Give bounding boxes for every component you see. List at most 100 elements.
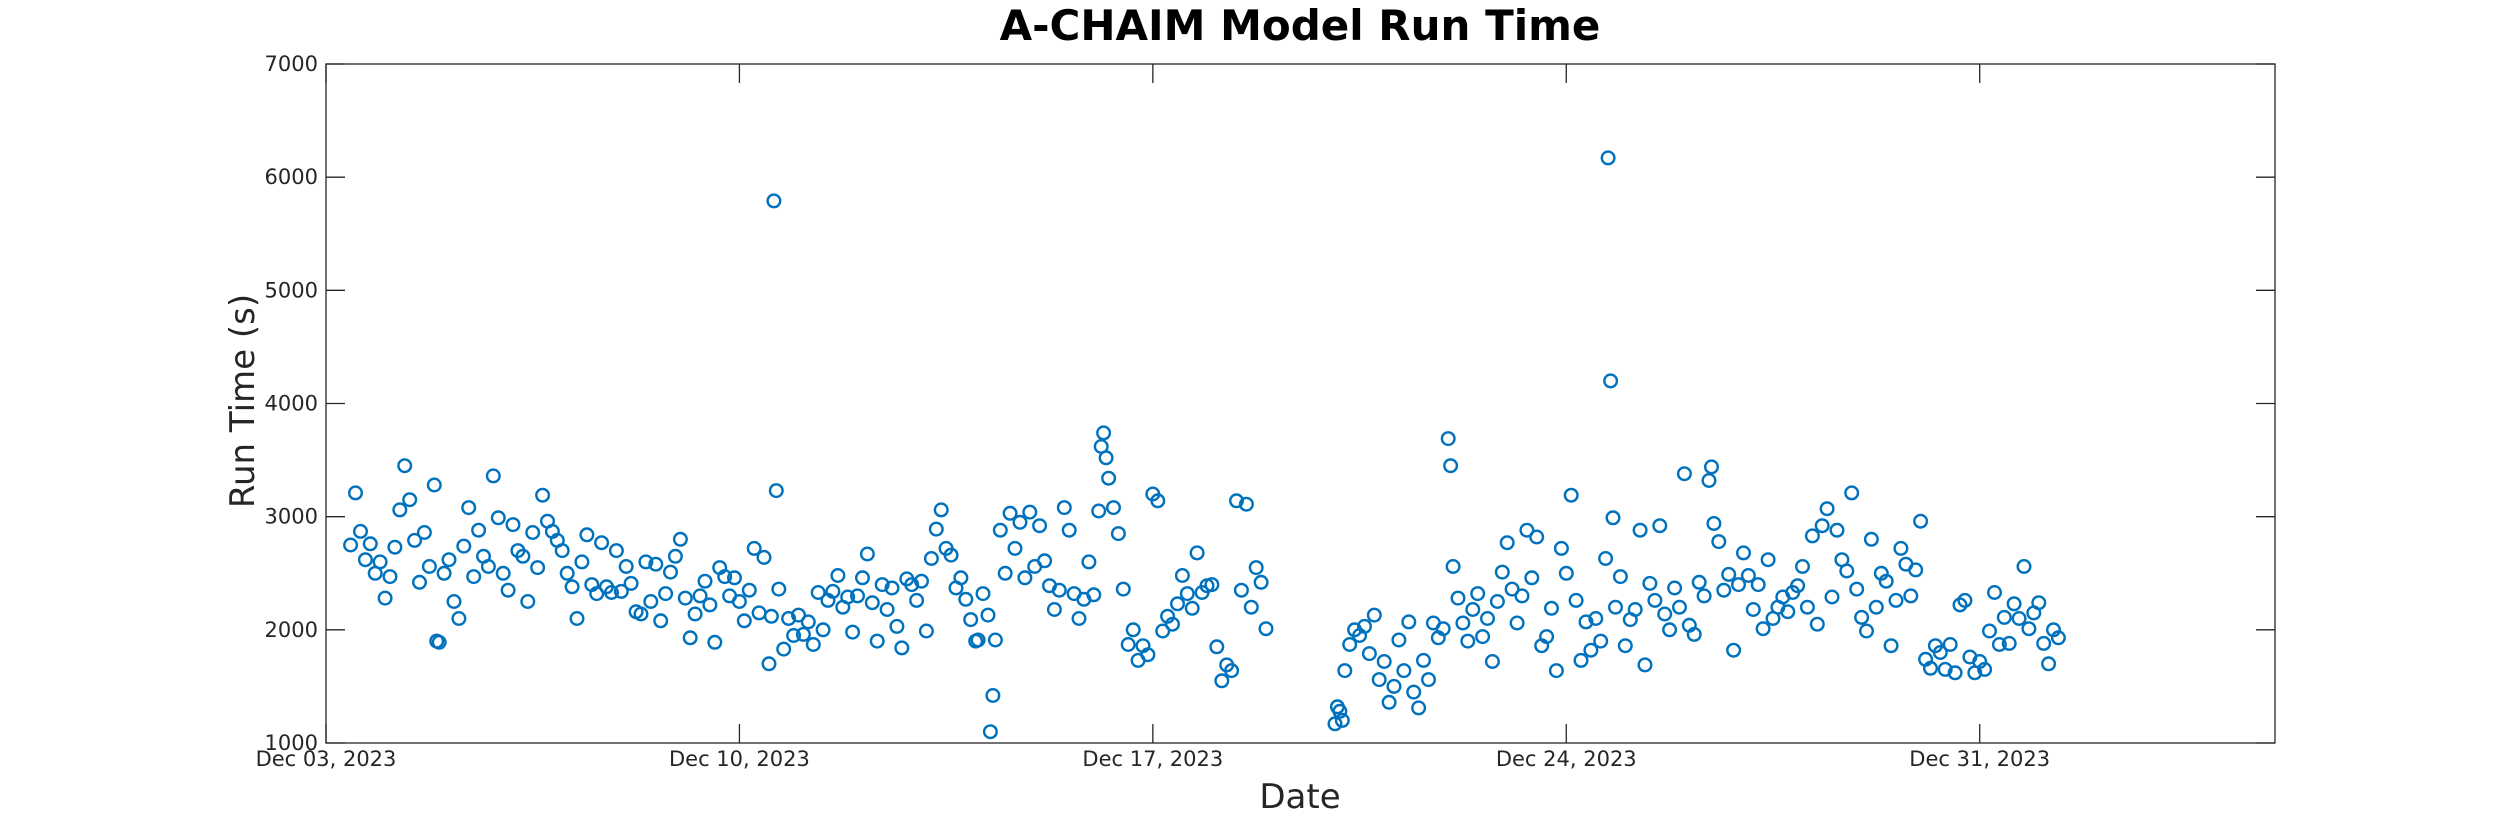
data-point xyxy=(667,548,683,564)
data-point xyxy=(500,582,516,598)
data-point xyxy=(466,569,482,585)
data-point xyxy=(1858,623,1874,639)
data-point xyxy=(975,586,991,602)
data-point xyxy=(795,626,811,642)
data-point xyxy=(970,632,986,648)
x-tick-label: Dec 17, 2023 xyxy=(1082,747,1223,771)
data-point xyxy=(1086,587,1102,603)
data-point xyxy=(1499,535,1515,551)
data-point xyxy=(1334,712,1350,728)
data-point xyxy=(1529,529,1545,545)
data-point xyxy=(1573,652,1589,668)
data-point xyxy=(353,523,369,539)
data-point xyxy=(1051,582,1067,598)
data-point xyxy=(1420,672,1436,688)
data-point xyxy=(1046,602,1062,618)
data-point xyxy=(1140,647,1156,663)
data-point xyxy=(741,582,757,598)
data-point xyxy=(1908,562,1924,578)
data-point xyxy=(1568,592,1584,608)
data-point xyxy=(987,632,1003,648)
data-point xyxy=(1824,589,1840,605)
data-point xyxy=(1543,600,1559,616)
data-point xyxy=(1174,568,1190,584)
data-point xyxy=(1632,522,1648,538)
data-point xyxy=(1342,637,1358,653)
data-point xyxy=(2031,595,2047,611)
data-point xyxy=(751,605,767,621)
data-point xyxy=(756,549,772,565)
data-point xyxy=(431,634,447,650)
data-point xyxy=(1790,578,1806,594)
data-point xyxy=(372,554,388,570)
data-point xyxy=(1745,602,1761,618)
data-point xyxy=(1662,622,1678,638)
data-point xyxy=(1061,522,1077,538)
data-point xyxy=(1932,645,1948,661)
data-point xyxy=(1479,611,1495,627)
data-point xyxy=(1617,638,1633,654)
data-point xyxy=(1922,660,1938,676)
data-point xyxy=(1755,621,1771,637)
data-point xyxy=(480,559,496,575)
y-tick-label: 2000 xyxy=(265,618,318,642)
data-point xyxy=(1150,493,1166,509)
data-point xyxy=(1863,531,1879,547)
data-point xyxy=(1667,580,1683,596)
data-point xyxy=(495,565,511,581)
data-point xyxy=(1253,574,1269,590)
data-point xyxy=(1101,470,1117,486)
data-point xyxy=(1868,599,1884,615)
data-point xyxy=(985,688,1001,704)
data-point xyxy=(426,477,442,493)
data-point xyxy=(392,502,408,518)
data-point xyxy=(1366,607,1382,623)
data-point xyxy=(1356,618,1372,634)
data-point xyxy=(530,560,546,576)
data-point xyxy=(805,637,821,653)
data-point xyxy=(1169,596,1185,612)
data-point xyxy=(456,538,472,554)
data-point xyxy=(1233,582,1249,598)
data-point xyxy=(1942,637,1958,653)
data-point xyxy=(1883,638,1899,654)
data-point xyxy=(914,573,930,589)
data-point xyxy=(520,594,536,610)
data-point xyxy=(1017,570,1033,586)
data-point xyxy=(815,622,831,638)
data-point xyxy=(663,564,679,580)
data-point xyxy=(1878,573,1894,589)
data-point xyxy=(1514,588,1530,604)
data-point xyxy=(1977,661,1993,677)
data-point xyxy=(1558,565,1574,581)
x-tick-label: Dec 31, 2023 xyxy=(1909,747,2050,771)
data-point xyxy=(904,577,920,593)
data-point xyxy=(2036,635,2052,651)
data-point xyxy=(613,583,629,599)
data-point xyxy=(763,608,779,624)
data-point xyxy=(958,591,974,607)
data-point xyxy=(1406,684,1422,700)
data-point xyxy=(1903,588,1919,604)
data-point xyxy=(608,543,624,559)
data-point xyxy=(1440,431,1456,447)
data-point xyxy=(638,554,654,570)
data-point xyxy=(1248,560,1264,576)
y-tick-label: 7000 xyxy=(265,52,318,76)
data-point xyxy=(564,579,580,595)
data-point xyxy=(702,597,718,613)
data-point xyxy=(416,525,432,541)
data-point xyxy=(574,554,590,570)
data-point xyxy=(1839,563,1855,579)
data-point xyxy=(451,611,467,627)
data-point xyxy=(1504,581,1520,597)
data-point xyxy=(362,536,378,552)
data-point xyxy=(397,458,413,474)
data-point xyxy=(1913,513,1929,529)
data-point xyxy=(402,492,418,508)
data-point xyxy=(1415,652,1431,668)
data-point xyxy=(569,611,585,627)
data-point xyxy=(1711,534,1727,550)
x-tick-label: Dec 24, 2023 xyxy=(1496,747,1637,771)
data-point xyxy=(1209,639,1225,655)
